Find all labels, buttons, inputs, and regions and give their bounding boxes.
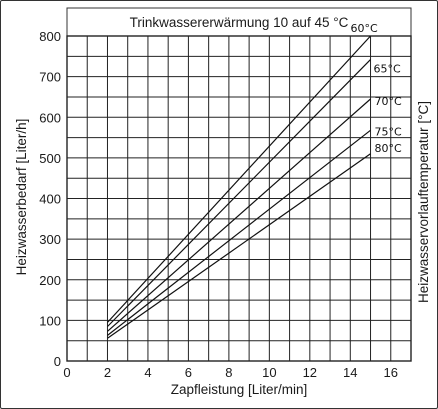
chart-title: Trinkwassererwärmung 10 auf 45 °C [130,15,349,30]
series-label: 75°C [375,125,402,138]
series-line [107,35,371,323]
y-tick-label: 400 [39,192,61,207]
series-line [107,153,371,339]
x-tick-label: 6 [185,365,192,380]
series-lines [107,35,371,339]
x-tick-label: 2 [104,365,111,380]
x-tick-label: 12 [303,365,317,380]
y-axis-label: Heizwasserbedarf [Liter/h] [14,119,29,276]
y-tick-label: 0 [54,354,61,369]
x-tick-label: 10 [262,365,276,380]
y-tick-label: 700 [39,70,61,85]
y-axis-ticks: 0 100 200 300 400 500 600 700 800 [39,29,61,369]
y-tick-label: 800 [39,29,61,44]
x-axis-label: Zapfleistung [Liter/min] [171,382,308,397]
x-tick-label: 0 [63,365,70,380]
series-label: 60°C [351,22,378,35]
series-label: 80°C [375,142,402,155]
x-tick-label: 16 [384,365,398,380]
secondary-y-axis-label: Heizwasservorlauftemperatur [°C] [416,101,431,303]
y-tick-label: 100 [39,313,61,328]
series-labels: 60°C 65°C 70°C 75°C 80°C [351,22,402,155]
x-axis-ticks: 0 2 4 6 8 10 12 14 16 [63,365,398,380]
series-line [107,59,371,327]
x-tick-label: 4 [144,365,151,380]
y-tick-label: 300 [39,232,61,247]
series-label: 70°C [375,95,402,108]
y-tick-label: 200 [39,273,61,288]
y-tick-label: 600 [39,110,61,125]
series-label: 65°C [374,63,401,76]
y-tick-label: 500 [39,151,61,166]
grid [66,35,412,362]
x-tick-label: 14 [343,365,357,380]
series-line [107,98,371,332]
series-line [107,129,371,336]
x-tick-label: 8 [225,365,232,380]
